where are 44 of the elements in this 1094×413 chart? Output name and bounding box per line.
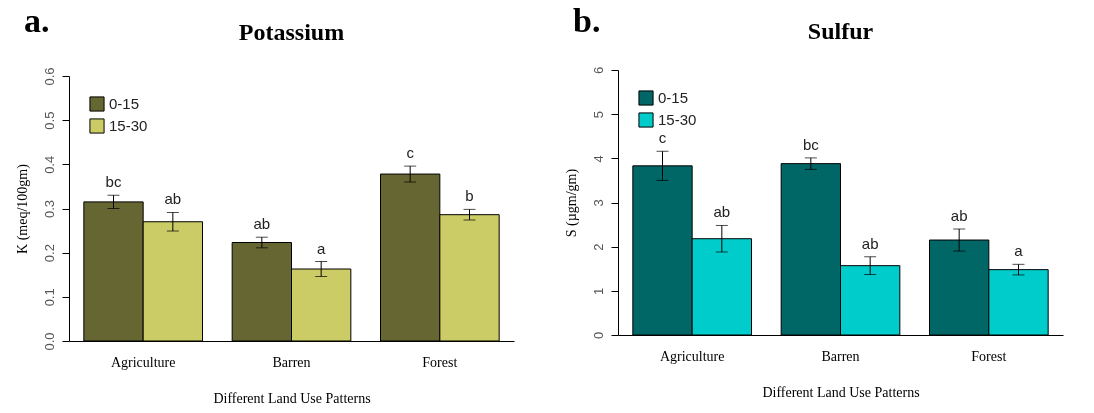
legend-label: 0-15 [109,95,140,112]
chart-title: Potassium [238,18,345,45]
x-axis-title: Different Land Use Patterns [762,384,920,400]
data-label: ab [253,215,271,233]
x-tick-label: Forest [971,348,1007,364]
y-axis-title: K (meq/100gm) [14,163,31,254]
data-label: ab [950,207,968,224]
data-label: ab [164,190,182,208]
text: b. [573,2,601,40]
y-tick-label: 2 [590,243,606,251]
legend-label: 0-15 [658,89,689,106]
x-tick-label: Agriculture [659,348,725,364]
y-tick-label: 3 [590,199,606,207]
y-tick-label: 0.6 [41,67,57,86]
x-tick-label: Forest [422,354,458,370]
data-label: a [316,239,326,257]
x-tick-label: Barren [821,348,860,364]
data-label: c [406,144,415,162]
data-label: c [658,129,667,147]
y-tick-label: 0 [590,331,606,340]
y-tick-label: 0.1 [41,288,57,307]
y-tick-label: 0.0 [41,332,57,351]
data-label: ab [713,203,731,221]
y-tick-label: 6 [590,66,606,75]
y-tick-label: 5 [590,111,606,119]
legend-label: 15-30 [109,117,148,134]
data-label: bc [105,173,122,191]
x-tick-label: Barren [272,354,311,370]
y-tick-label: 0.2 [41,244,57,263]
data-label: a [1014,242,1024,260]
y-tick-label: 1 [590,287,606,295]
data-label: ab [861,234,879,252]
x-tick-label: Agriculture [110,354,176,370]
y-tick-label: 0.4 [41,155,57,174]
y-tick-label: 4 [590,155,606,163]
chart-title: Sulfur [807,18,874,45]
x-axis-title: Different Land Use Patterns [213,390,371,406]
legend-label: 15-30 [658,111,697,128]
text: a. [24,2,50,40]
y-axis-title: S (µgm/gm) [563,168,580,238]
y-tick-label: 0.5 [41,111,57,130]
data-label: b [465,187,474,205]
data-label: bc [802,135,820,153]
y-tick-label: 0.3 [41,199,57,219]
